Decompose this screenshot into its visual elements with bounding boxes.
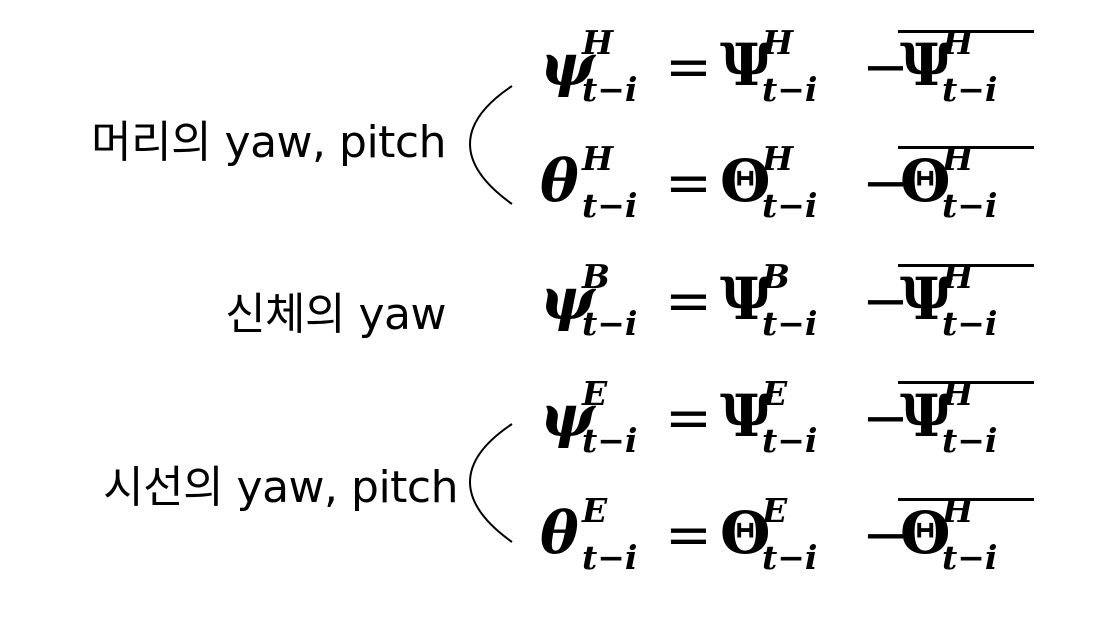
lhs-superscript: E [582,374,608,413]
lhs-subscript: t−i [582,186,638,225]
mean-subscript: t−i [942,304,998,343]
minus-sign: − [862,35,909,100]
minus-sign: − [862,151,909,216]
mean-subscript: t−i [942,70,998,109]
equals-sign: = [665,35,712,100]
lhs-symbol: θ [540,147,579,215]
mean-symbol: Θ [900,499,951,567]
rhs-symbol: Ψ [720,382,773,450]
rhs-symbol: Ψ [720,31,773,99]
mean-symbol: Ψ [900,382,953,450]
mean-superscript: H [942,23,974,62]
rhs-superscript: E [762,491,788,530]
rhs-subscript: t−i [762,186,818,225]
lhs-symbol: ψ [540,31,595,99]
rhs-subscript: t−i [762,421,818,460]
mean-overline [898,381,1034,384]
rhs-subscript: t−i [762,70,818,109]
gaze-brace-icon [468,423,513,543]
equals-sign: = [665,269,712,334]
gaze-yaw-pitch-label: 시선의 yaw, pitch [103,462,458,513]
rhs-symbol: Θ [720,147,771,215]
mean-overline [898,30,1034,33]
lhs-symbol: ψ [540,382,595,450]
mean-subscript: t−i [942,186,998,225]
head-brace-icon [468,85,513,205]
mean-symbol: Θ [900,147,951,215]
rhs-subscript: t−i [762,304,818,343]
rhs-superscript: E [762,374,788,413]
lhs-subscript: t−i [582,304,638,343]
head-yaw-pitch-label: 머리의 yaw, pitch [91,117,446,168]
mean-superscript: H [942,139,974,178]
body-yaw-label: 신체의 yaw [225,289,446,340]
minus-sign: − [862,386,909,451]
lhs-superscript: E [582,491,608,530]
lhs-subscript: t−i [582,70,638,109]
lhs-subscript: t−i [582,538,638,577]
equals-sign: = [665,503,712,568]
equals-sign: = [665,151,712,216]
mean-subscript: t−i [942,538,998,577]
mean-subscript: t−i [942,421,998,460]
lhs-superscript: H [582,139,614,178]
lhs-symbol: ψ [540,265,595,333]
mean-superscript: H [942,374,974,413]
rhs-superscript: H [762,139,794,178]
mean-overline [898,498,1034,501]
rhs-subscript: t−i [762,538,818,577]
rhs-symbol: Θ [720,499,771,567]
rhs-superscript: H [762,23,794,62]
mean-overline [898,146,1034,149]
lhs-superscript: H [582,23,614,62]
mean-symbol: Ψ [900,265,953,333]
rhs-superscript: B [762,257,790,296]
lhs-subscript: t−i [582,421,638,460]
mean-superscript: H [942,257,974,296]
rhs-symbol: Ψ [720,265,773,333]
minus-sign: − [862,503,909,568]
mean-symbol: Ψ [900,31,953,99]
lhs-symbol: θ [540,499,579,567]
mean-superscript: H [942,491,974,530]
equals-sign: = [665,386,712,451]
minus-sign: − [862,269,909,334]
mean-overline [898,264,1034,267]
lhs-superscript: B [582,257,610,296]
